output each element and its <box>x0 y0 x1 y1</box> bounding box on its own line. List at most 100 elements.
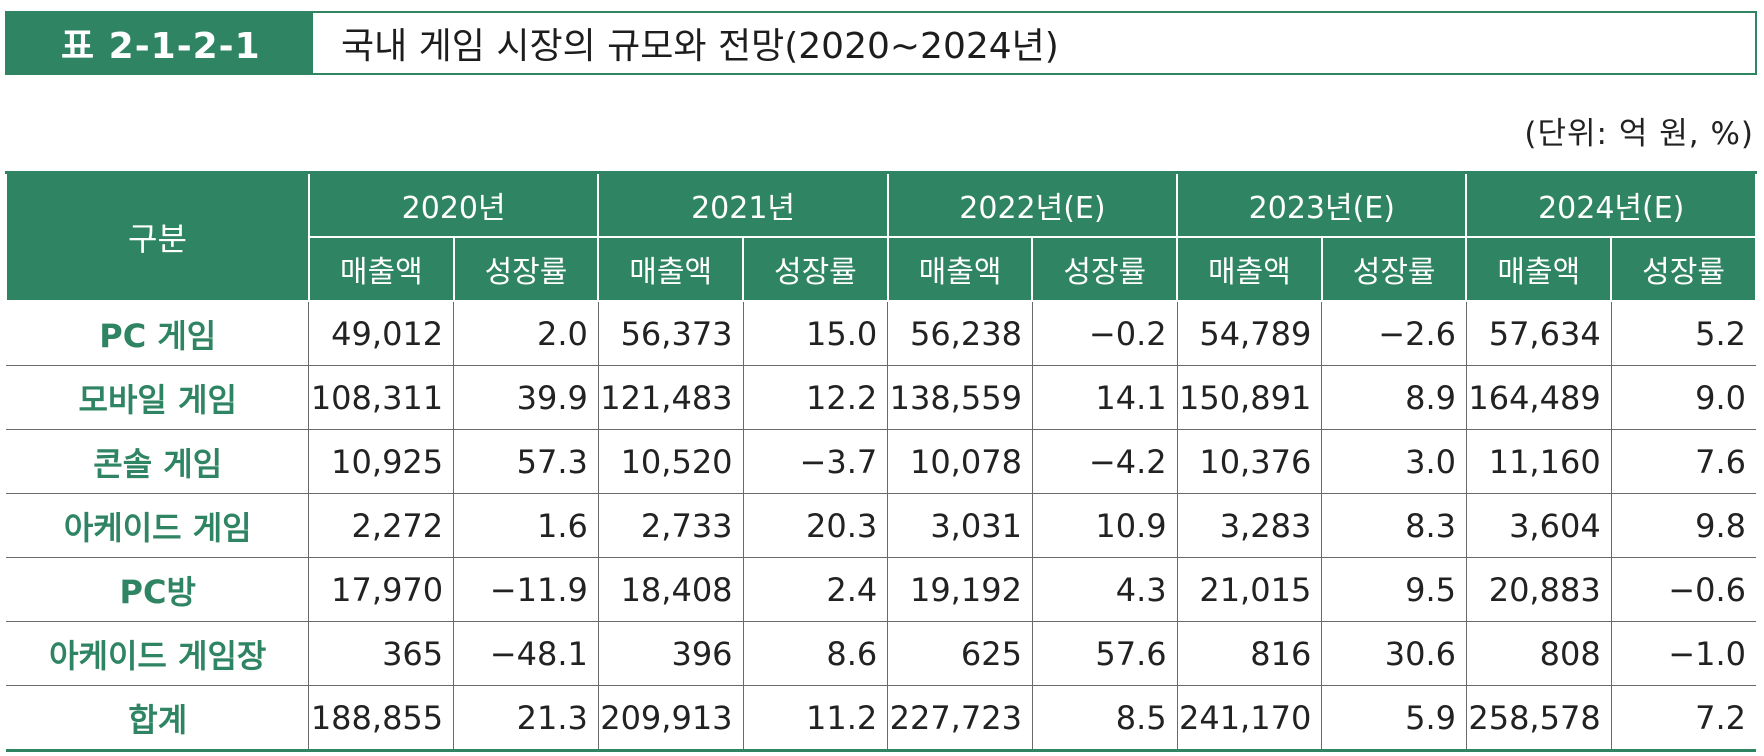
sales-cell: 19,192 <box>887 557 1033 622</box>
growth-cell: 9.5 <box>1321 557 1467 622</box>
sales-cell: 365 <box>308 621 455 686</box>
sales-cell: 227,723 <box>887 685 1033 751</box>
growth-cell: 30.6 <box>1321 621 1467 686</box>
sales-header: 매출액 <box>307 236 455 302</box>
sales-header: 매출액 <box>597 236 745 302</box>
header-row-metrics: 매출액 성장률 매출액 성장률 매출액 성장률 매출액 성장률 매출액 성장률 <box>6 236 1757 302</box>
growth-cell: 5.9 <box>1321 685 1467 751</box>
corner-header: 구분 <box>5 171 310 302</box>
growth-cell: 1.6 <box>453 493 599 558</box>
sales-cell: 2,733 <box>597 493 744 558</box>
table-row: 모바일 게임 108,311 39.9 121,483 12.2 138,559 14.1 1… <box>6 365 1756 430</box>
table-row: 합계 188,855 21.3 209,913 11.2 227,723 8.5 241,17… <box>6 685 1756 751</box>
table-row: 콘솔 게임 10,925 57.3 10,520 −3.7 10,078 −4.2 10,37… <box>6 429 1756 494</box>
growth-header: 성장률 <box>1320 236 1468 302</box>
year-header: 2022년(E) <box>886 171 1179 238</box>
sales-cell: 10,376 <box>1176 429 1323 494</box>
sales-cell: 808 <box>1465 621 1612 686</box>
growth-cell: 14.1 <box>1031 365 1178 430</box>
sales-cell: 11,160 <box>1465 429 1612 494</box>
game-market-table: 구분 2020년 2021년 2022년(E) 2023년(E) 2024년(E… <box>5 171 1757 752</box>
unit-note: (단위: 억 원, %) <box>1524 116 1754 152</box>
growth-cell: 5.2 <box>1610 300 1756 366</box>
growth-cell: 11.2 <box>742 685 889 751</box>
growth-cell: 8.9 <box>1321 365 1467 430</box>
sales-cell: 49,012 <box>308 300 455 366</box>
sales-cell: 57,634 <box>1465 300 1612 366</box>
growth-cell: 12.2 <box>742 365 889 430</box>
row-label: 아케이드 게임장 <box>6 621 310 686</box>
row-label: 합계 <box>6 685 310 751</box>
year-header: 2023년(E) <box>1176 171 1468 238</box>
growth-cell: −0.6 <box>1610 557 1756 622</box>
sales-cell: 10,078 <box>887 429 1033 494</box>
year-header: 2020년 <box>307 171 600 238</box>
sales-cell: 2,272 <box>308 493 455 558</box>
growth-cell: 20.3 <box>742 493 889 558</box>
row-label: PC 게임 <box>6 300 310 366</box>
sales-header: 매출액 <box>886 236 1034 302</box>
sales-cell: 56,373 <box>597 300 744 366</box>
sales-header: 매출액 <box>1176 236 1323 302</box>
sales-cell: 150,891 <box>1176 365 1323 430</box>
sales-cell: 816 <box>1176 621 1323 686</box>
growth-cell: −1.0 <box>1610 621 1756 686</box>
row-label: 모바일 게임 <box>6 365 310 430</box>
table-title-bar: 표 2-1-2-1 국내 게임 시장의 규모와 전망(2020~2024년) <box>5 11 1757 75</box>
growth-cell: −11.9 <box>453 557 599 622</box>
sales-cell: 3,283 <box>1176 493 1323 558</box>
table-number-label: 표 2-1-2-1 <box>7 13 313 73</box>
sales-cell: 20,883 <box>1465 557 1612 622</box>
sales-cell: 21,015 <box>1176 557 1323 622</box>
growth-cell: 10.9 <box>1031 493 1178 558</box>
growth-cell: 2.4 <box>742 557 889 622</box>
sales-cell: 241,170 <box>1176 685 1323 751</box>
sales-cell: 10,925 <box>308 429 455 494</box>
growth-cell: −2.6 <box>1321 300 1467 366</box>
sales-header: 매출액 <box>1465 236 1613 302</box>
growth-cell: 3.0 <box>1321 429 1467 494</box>
growth-header: 성장률 <box>1610 236 1757 302</box>
sales-cell: 396 <box>597 621 744 686</box>
growth-cell: 2.0 <box>453 300 599 366</box>
table-row: 아케이드 게임장 365 −48.1 396 8.6 625 57.6 816 30.6 808−… <box>6 621 1756 686</box>
growth-cell: 57.6 <box>1031 621 1178 686</box>
growth-cell: 39.9 <box>453 365 599 430</box>
growth-header: 성장률 <box>1031 236 1179 302</box>
sales-cell: 18,408 <box>597 557 744 622</box>
table-row: 아케이드 게임 2,272 1.6 2,733 20.3 3,031 10.9 3,283 8.… <box>6 493 1756 558</box>
growth-cell: 4.3 <box>1031 557 1178 622</box>
growth-header: 성장률 <box>742 236 889 302</box>
growth-cell: 9.8 <box>1610 493 1756 558</box>
growth-cell: 8.5 <box>1031 685 1178 751</box>
growth-cell: −4.2 <box>1031 429 1178 494</box>
table-title: 국내 게임 시장의 규모와 전망(2020~2024년) <box>341 26 1059 67</box>
growth-cell: 21.3 <box>453 685 599 751</box>
sales-cell: 625 <box>887 621 1033 686</box>
year-header: 2021년 <box>597 171 889 238</box>
growth-header: 성장률 <box>452 236 600 302</box>
growth-cell: 57.3 <box>453 429 599 494</box>
row-label: PC방 <box>6 557 310 622</box>
sales-cell: 164,489 <box>1465 365 1612 430</box>
sales-cell: 56,238 <box>887 300 1033 366</box>
year-header: 2024년(E) <box>1465 171 1757 238</box>
sales-cell: 10,520 <box>597 429 744 494</box>
growth-cell: 9.0 <box>1610 365 1756 430</box>
table-row: PC방 17,970 −11.9 18,408 2.4 19,192 4.3 21,015 9.… <box>6 557 1756 622</box>
table-body: PC 게임 49,012 2.0 56,373 15.0 56,238 −0.2 54,789… <box>6 300 1756 751</box>
growth-cell: 8.6 <box>742 621 889 686</box>
growth-cell: 7.2 <box>1610 685 1756 751</box>
sales-cell: 108,311 <box>308 365 455 430</box>
growth-cell: 8.3 <box>1321 493 1467 558</box>
sales-cell: 54,789 <box>1176 300 1323 366</box>
sales-cell: 17,970 <box>308 557 455 622</box>
sales-cell: 3,604 <box>1465 493 1612 558</box>
growth-cell: −3.7 <box>742 429 889 494</box>
table-row: PC 게임 49,012 2.0 56,373 15.0 56,238 −0.2 54,789… <box>6 300 1756 366</box>
sales-cell: 188,855 <box>308 685 455 751</box>
row-label: 아케이드 게임 <box>6 493 310 558</box>
growth-cell: 7.6 <box>1610 429 1756 494</box>
growth-cell: −48.1 <box>453 621 599 686</box>
sales-cell: 258,578 <box>1465 685 1612 751</box>
